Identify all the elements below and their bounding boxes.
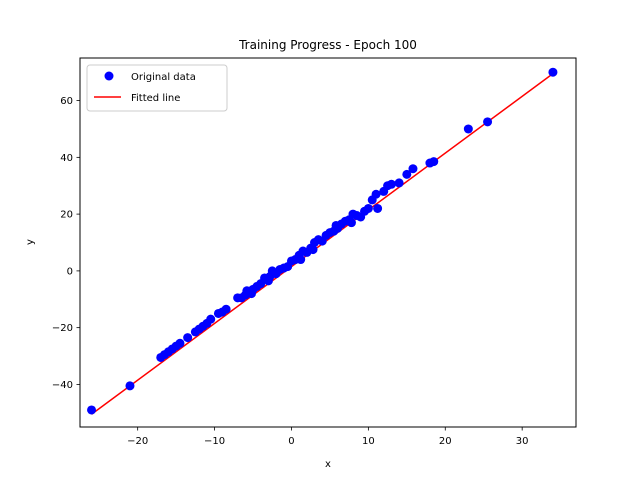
chart-title: Training Progress - Epoch 100 [238, 38, 417, 52]
data-point [402, 169, 412, 179]
data-point [87, 405, 97, 415]
data-point [363, 203, 373, 213]
legend-frame [86, 64, 228, 112]
x-tick-label: 30 [516, 436, 529, 447]
legend: Original data Fitted line [86, 64, 228, 112]
data-point [408, 164, 418, 174]
data-point [125, 381, 135, 391]
data-point [206, 314, 216, 324]
data-point [308, 245, 318, 255]
data-point [548, 67, 558, 77]
x-tick-label: −20 [127, 436, 148, 447]
data-point [346, 218, 356, 228]
x-tick-label: 0 [288, 436, 294, 447]
x-tick-label: −10 [204, 436, 225, 447]
data-point [296, 255, 306, 265]
data-point [483, 117, 493, 127]
data-point [371, 189, 381, 199]
y-tick-label: −40 [52, 380, 73, 391]
y-tick-label: 40 [60, 153, 73, 164]
data-point [394, 178, 404, 188]
data-point [183, 333, 193, 343]
plot-area: −20 −10 0 10 20 30 −40 −20 0 20 40 60 [52, 57, 577, 447]
y-axis-ticks: −40 −20 0 20 40 60 [52, 96, 80, 391]
data-point [221, 304, 231, 314]
y-tick-label: 60 [60, 96, 73, 107]
y-tick-label: −20 [52, 323, 73, 334]
y-tick-label: 0 [67, 266, 73, 277]
legend-label-fitted-line: Fitted line [131, 93, 180, 104]
data-point [373, 203, 383, 213]
y-axis-label: y [25, 239, 36, 245]
x-tick-label: 20 [439, 436, 452, 447]
data-point [463, 124, 473, 134]
x-tick-label: 10 [362, 436, 375, 447]
plot-frame [79, 57, 577, 428]
x-axis-ticks: −20 −10 0 10 20 30 [127, 427, 529, 447]
data-point [429, 157, 439, 167]
original-data-series [87, 67, 558, 415]
legend-marker-original-data [104, 71, 114, 81]
data-point [175, 338, 185, 348]
x-axis-label: x [325, 459, 331, 470]
legend-label-original-data: Original data [131, 72, 196, 83]
data-point [386, 179, 396, 189]
y-tick-label: 20 [60, 210, 73, 221]
